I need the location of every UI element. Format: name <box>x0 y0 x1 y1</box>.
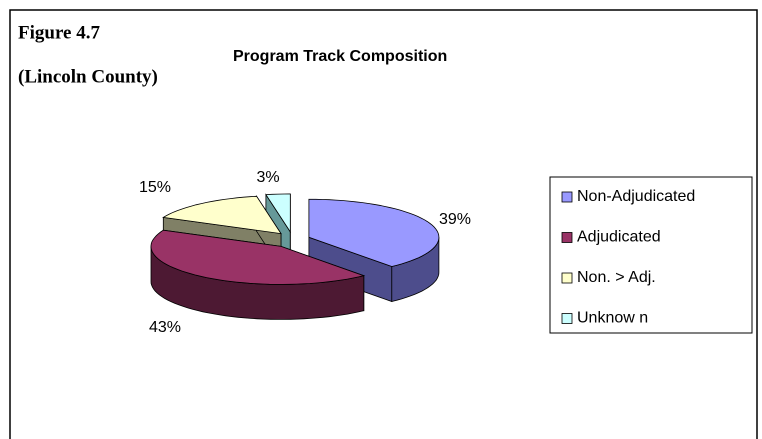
legend-label: Adjudicated <box>577 229 661 246</box>
slice <box>308 198 440 267</box>
legend-box <box>549 176 753 334</box>
figure-label: Figure 4.7 <box>18 22 100 43</box>
data-label: 15% <box>139 179 171 196</box>
data-label: 39% <box>439 211 471 228</box>
slice <box>162 195 282 235</box>
legend-swatch <box>561 232 573 243</box>
legend-label: Non-Adjudicated <box>577 188 695 205</box>
chart-title: Program Track Composition <box>233 48 447 65</box>
slice <box>265 193 291 234</box>
data-label: 3% <box>256 169 279 186</box>
legend-label: Unknow n <box>577 310 648 327</box>
figure-sublabel: (Lincoln County) <box>18 66 158 87</box>
legend-swatch <box>561 313 573 324</box>
legend-swatch <box>561 272 573 284</box>
data-label: 43% <box>149 319 181 336</box>
legend-swatch <box>561 191 573 203</box>
legend-label: Non. > Adj. <box>577 269 656 286</box>
slice <box>150 229 366 285</box>
